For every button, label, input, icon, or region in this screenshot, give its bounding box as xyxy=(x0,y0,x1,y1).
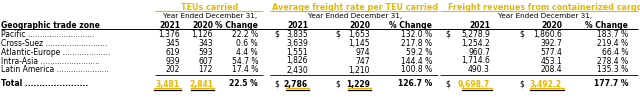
Text: 217.8 %: 217.8 % xyxy=(401,39,432,47)
Text: 135.3 %: 135.3 % xyxy=(596,66,628,74)
Text: 2020: 2020 xyxy=(349,20,370,29)
Text: 577.4: 577.4 xyxy=(540,47,562,57)
Text: 1,254.2: 1,254.2 xyxy=(461,39,490,47)
Text: 132.0 %: 132.0 % xyxy=(401,29,432,39)
Text: 219.4 %: 219.4 % xyxy=(597,39,628,47)
Text: 974: 974 xyxy=(355,47,370,57)
Text: 59.2 %: 59.2 % xyxy=(406,47,432,57)
Text: 3,835: 3,835 xyxy=(286,29,308,39)
Text: 607: 607 xyxy=(198,57,213,66)
Text: 5,278.9: 5,278.9 xyxy=(461,29,490,39)
Text: 1,653: 1,653 xyxy=(348,29,370,39)
Text: % Change: % Change xyxy=(215,20,258,29)
Text: $: $ xyxy=(274,29,279,39)
Text: 1,145: 1,145 xyxy=(348,39,370,47)
Text: TEUs carried: TEUs carried xyxy=(181,2,239,12)
Text: Freight revenues from containerized cargo: Freight revenues from containerized carg… xyxy=(448,2,640,12)
Text: 278.4 %: 278.4 % xyxy=(597,57,628,66)
Text: 453.1: 453.1 xyxy=(540,57,562,66)
Text: 183.7 %: 183.7 % xyxy=(597,29,628,39)
Text: 3,639: 3,639 xyxy=(286,39,308,47)
Text: 747: 747 xyxy=(355,57,370,66)
Text: 3,481: 3,481 xyxy=(156,80,180,88)
Text: % Change: % Change xyxy=(585,20,628,29)
Text: 1,376: 1,376 xyxy=(158,29,180,39)
Text: $: $ xyxy=(335,29,340,39)
Text: 960.7: 960.7 xyxy=(468,47,490,57)
Text: $: $ xyxy=(274,80,279,88)
Text: % Change: % Change xyxy=(389,20,432,29)
Text: Year Ended December 31,: Year Ended December 31, xyxy=(498,13,592,19)
Text: $: $ xyxy=(519,80,524,88)
Text: 3,492.2: 3,492.2 xyxy=(530,80,562,88)
Text: 619: 619 xyxy=(166,47,180,57)
Text: 2020: 2020 xyxy=(192,20,213,29)
Text: 66.4 %: 66.4 % xyxy=(602,47,628,57)
Text: 1,860.6: 1,860.6 xyxy=(533,29,562,39)
Text: 1,714.6: 1,714.6 xyxy=(461,57,490,66)
Text: 2020: 2020 xyxy=(541,20,562,29)
Text: 208.4: 208.4 xyxy=(540,66,562,74)
Text: Year Ended December 31,: Year Ended December 31, xyxy=(308,13,402,19)
Text: 54.7 %: 54.7 % xyxy=(232,57,258,66)
Text: $: $ xyxy=(445,29,450,39)
Text: Geographic trade zone: Geographic trade zone xyxy=(1,20,100,29)
Text: 2,786: 2,786 xyxy=(284,80,308,88)
Text: 17.4 %: 17.4 % xyxy=(232,66,258,74)
Text: 144.4 %: 144.4 % xyxy=(401,57,432,66)
Text: Average freight rate per TEU carried: Average freight rate per TEU carried xyxy=(272,2,438,12)
Text: 2,430: 2,430 xyxy=(286,66,308,74)
Text: 202: 202 xyxy=(166,66,180,74)
Text: 1,551: 1,551 xyxy=(286,47,308,57)
Text: $: $ xyxy=(519,29,524,39)
Text: 490.3: 490.3 xyxy=(468,66,490,74)
Text: 593: 593 xyxy=(198,47,213,57)
Text: 126.7 %: 126.7 % xyxy=(397,80,432,88)
Text: 177.7 %: 177.7 % xyxy=(593,80,628,88)
Text: Atlantic-Europe ....................: Atlantic-Europe .................... xyxy=(1,47,110,57)
Text: Latin America ......................: Latin America ...................... xyxy=(1,66,109,74)
Text: $: $ xyxy=(335,80,340,88)
Text: 2021: 2021 xyxy=(287,20,308,29)
Text: 9,698.7: 9,698.7 xyxy=(458,80,490,88)
Text: 343: 343 xyxy=(198,39,213,47)
Text: Cross-Suez ..........................: Cross-Suez .......................... xyxy=(1,39,108,47)
Text: 100.8 %: 100.8 % xyxy=(401,66,432,74)
Text: 4.4 %: 4.4 % xyxy=(236,47,258,57)
Text: 1,826: 1,826 xyxy=(287,57,308,66)
Text: Total ......................: Total ...................... xyxy=(1,80,88,88)
Text: 939: 939 xyxy=(165,57,180,66)
Text: 2021: 2021 xyxy=(469,20,490,29)
Text: $: $ xyxy=(445,80,450,88)
Text: 1,210: 1,210 xyxy=(349,66,370,74)
Text: 1,126: 1,126 xyxy=(191,29,213,39)
Text: 345: 345 xyxy=(165,39,180,47)
Text: 22.5 %: 22.5 % xyxy=(229,80,258,88)
Text: 22.2 %: 22.2 % xyxy=(232,29,258,39)
Text: Pacific ............................: Pacific ............................ xyxy=(1,29,94,39)
Text: Year Ended December 31,: Year Ended December 31, xyxy=(163,13,257,19)
Text: 2,841: 2,841 xyxy=(189,80,213,88)
Text: 2021: 2021 xyxy=(159,20,180,29)
Text: 392.7: 392.7 xyxy=(540,39,562,47)
Text: 0.6 %: 0.6 % xyxy=(236,39,258,47)
Text: Intra-Asia .........................: Intra-Asia ......................... xyxy=(1,57,100,66)
Text: 172: 172 xyxy=(198,66,213,74)
Text: 1,229: 1,229 xyxy=(346,80,370,88)
